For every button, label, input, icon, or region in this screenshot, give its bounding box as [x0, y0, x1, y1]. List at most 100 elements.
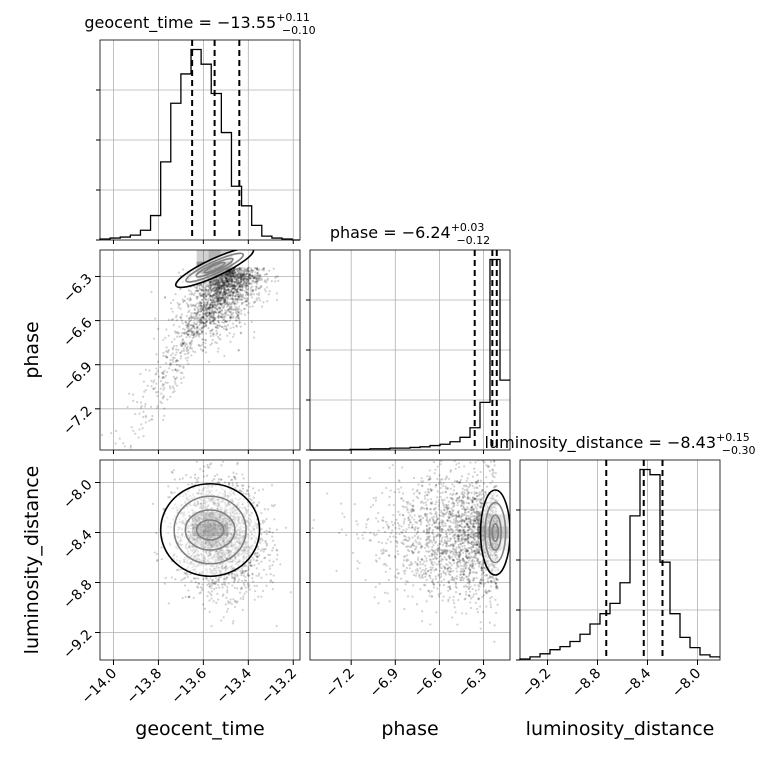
sample-point	[186, 575, 189, 579]
sample-point	[207, 307, 211, 311]
sample-point	[242, 484, 245, 487]
sample-point	[456, 537, 459, 541]
sample-point	[169, 387, 172, 390]
sample-point	[229, 306, 232, 309]
sample-point	[463, 529, 466, 532]
sample-point	[244, 284, 248, 287]
sample-point	[419, 523, 422, 526]
sample-point	[189, 344, 192, 347]
sample-point	[226, 295, 229, 298]
sample-point	[214, 311, 218, 314]
sample-point	[238, 284, 241, 288]
sample-point	[211, 287, 215, 290]
sample-point	[239, 286, 242, 289]
sample-point	[223, 292, 227, 295]
sample-point	[481, 560, 485, 564]
sample-point	[247, 274, 251, 277]
sample-point	[229, 291, 232, 294]
sample-point	[210, 301, 213, 304]
sample-point	[219, 290, 223, 293]
sample-point	[451, 531, 454, 535]
sample-point	[470, 505, 474, 509]
sample-point	[202, 304, 205, 307]
sample-point	[466, 536, 470, 540]
sample-point	[469, 520, 472, 523]
sample-point	[245, 278, 248, 281]
sample-point	[187, 330, 190, 333]
sample-point	[231, 280, 234, 283]
sample-point	[246, 569, 249, 572]
sample-point	[199, 318, 202, 322]
sample-point	[210, 309, 213, 313]
sample-point	[180, 319, 184, 322]
sample-point	[438, 569, 441, 572]
sample-point	[231, 292, 234, 295]
sample-point	[247, 279, 250, 282]
sample-point	[246, 268, 249, 271]
sample-point	[231, 294, 234, 298]
sample-point	[226, 276, 229, 280]
sample-point	[207, 293, 210, 296]
sample-point	[232, 287, 235, 290]
sample-point	[239, 276, 242, 280]
sample-point	[432, 582, 435, 586]
sample-point	[469, 484, 472, 487]
sample-point	[428, 523, 431, 526]
sample-point	[416, 569, 420, 573]
sample-point	[216, 324, 219, 327]
sample-point	[187, 362, 190, 365]
panel-title: luminosity_distance = −8.43+0.15 −0.30	[485, 431, 756, 457]
sample-point	[243, 297, 246, 300]
sample-point	[242, 582, 246, 585]
sample-point	[223, 299, 226, 303]
sample-point	[187, 317, 191, 320]
sample-point	[212, 581, 215, 585]
sample-point	[252, 487, 255, 490]
sample-point	[185, 331, 188, 334]
sample-point	[234, 316, 237, 319]
sample-point	[215, 281, 218, 284]
sample-point	[479, 502, 483, 505]
sample-point	[222, 318, 225, 321]
sample-point	[240, 280, 244, 283]
sample-point	[234, 285, 237, 288]
sample-point	[230, 278, 233, 281]
sample-point	[235, 289, 238, 292]
sample-point	[457, 515, 461, 518]
sample-point	[239, 287, 242, 291]
sample-point	[209, 288, 212, 291]
sample-point	[236, 307, 240, 311]
sample-point	[162, 394, 165, 397]
sample-point	[210, 290, 213, 293]
sample-point	[217, 279, 220, 282]
sample-point	[246, 284, 249, 287]
sample-point	[232, 312, 235, 315]
sample-point	[214, 285, 217, 288]
sample-point	[216, 283, 219, 286]
sample-point	[472, 524, 475, 527]
sample-point	[251, 290, 254, 293]
sample-point	[235, 290, 238, 293]
sample-point	[216, 303, 219, 306]
sample-point	[215, 286, 219, 289]
sample-point	[218, 285, 221, 289]
sample-point	[246, 489, 249, 492]
sample-point	[238, 282, 241, 285]
sample-point	[205, 291, 208, 294]
sample-point	[250, 564, 254, 568]
sample-point	[248, 282, 251, 285]
sample-point	[161, 384, 164, 387]
sample-point	[210, 301, 214, 304]
sample-point	[222, 306, 225, 309]
sample-point	[217, 286, 220, 289]
sample-point	[253, 563, 256, 567]
sample-point	[188, 342, 192, 345]
sample-point	[234, 273, 237, 276]
sample-point	[439, 482, 443, 485]
sample-point	[238, 284, 242, 287]
sample-point	[235, 278, 238, 281]
sample-point	[190, 323, 193, 327]
sample-point	[229, 275, 232, 278]
sample-point	[481, 566, 484, 569]
sample-point	[218, 286, 221, 289]
